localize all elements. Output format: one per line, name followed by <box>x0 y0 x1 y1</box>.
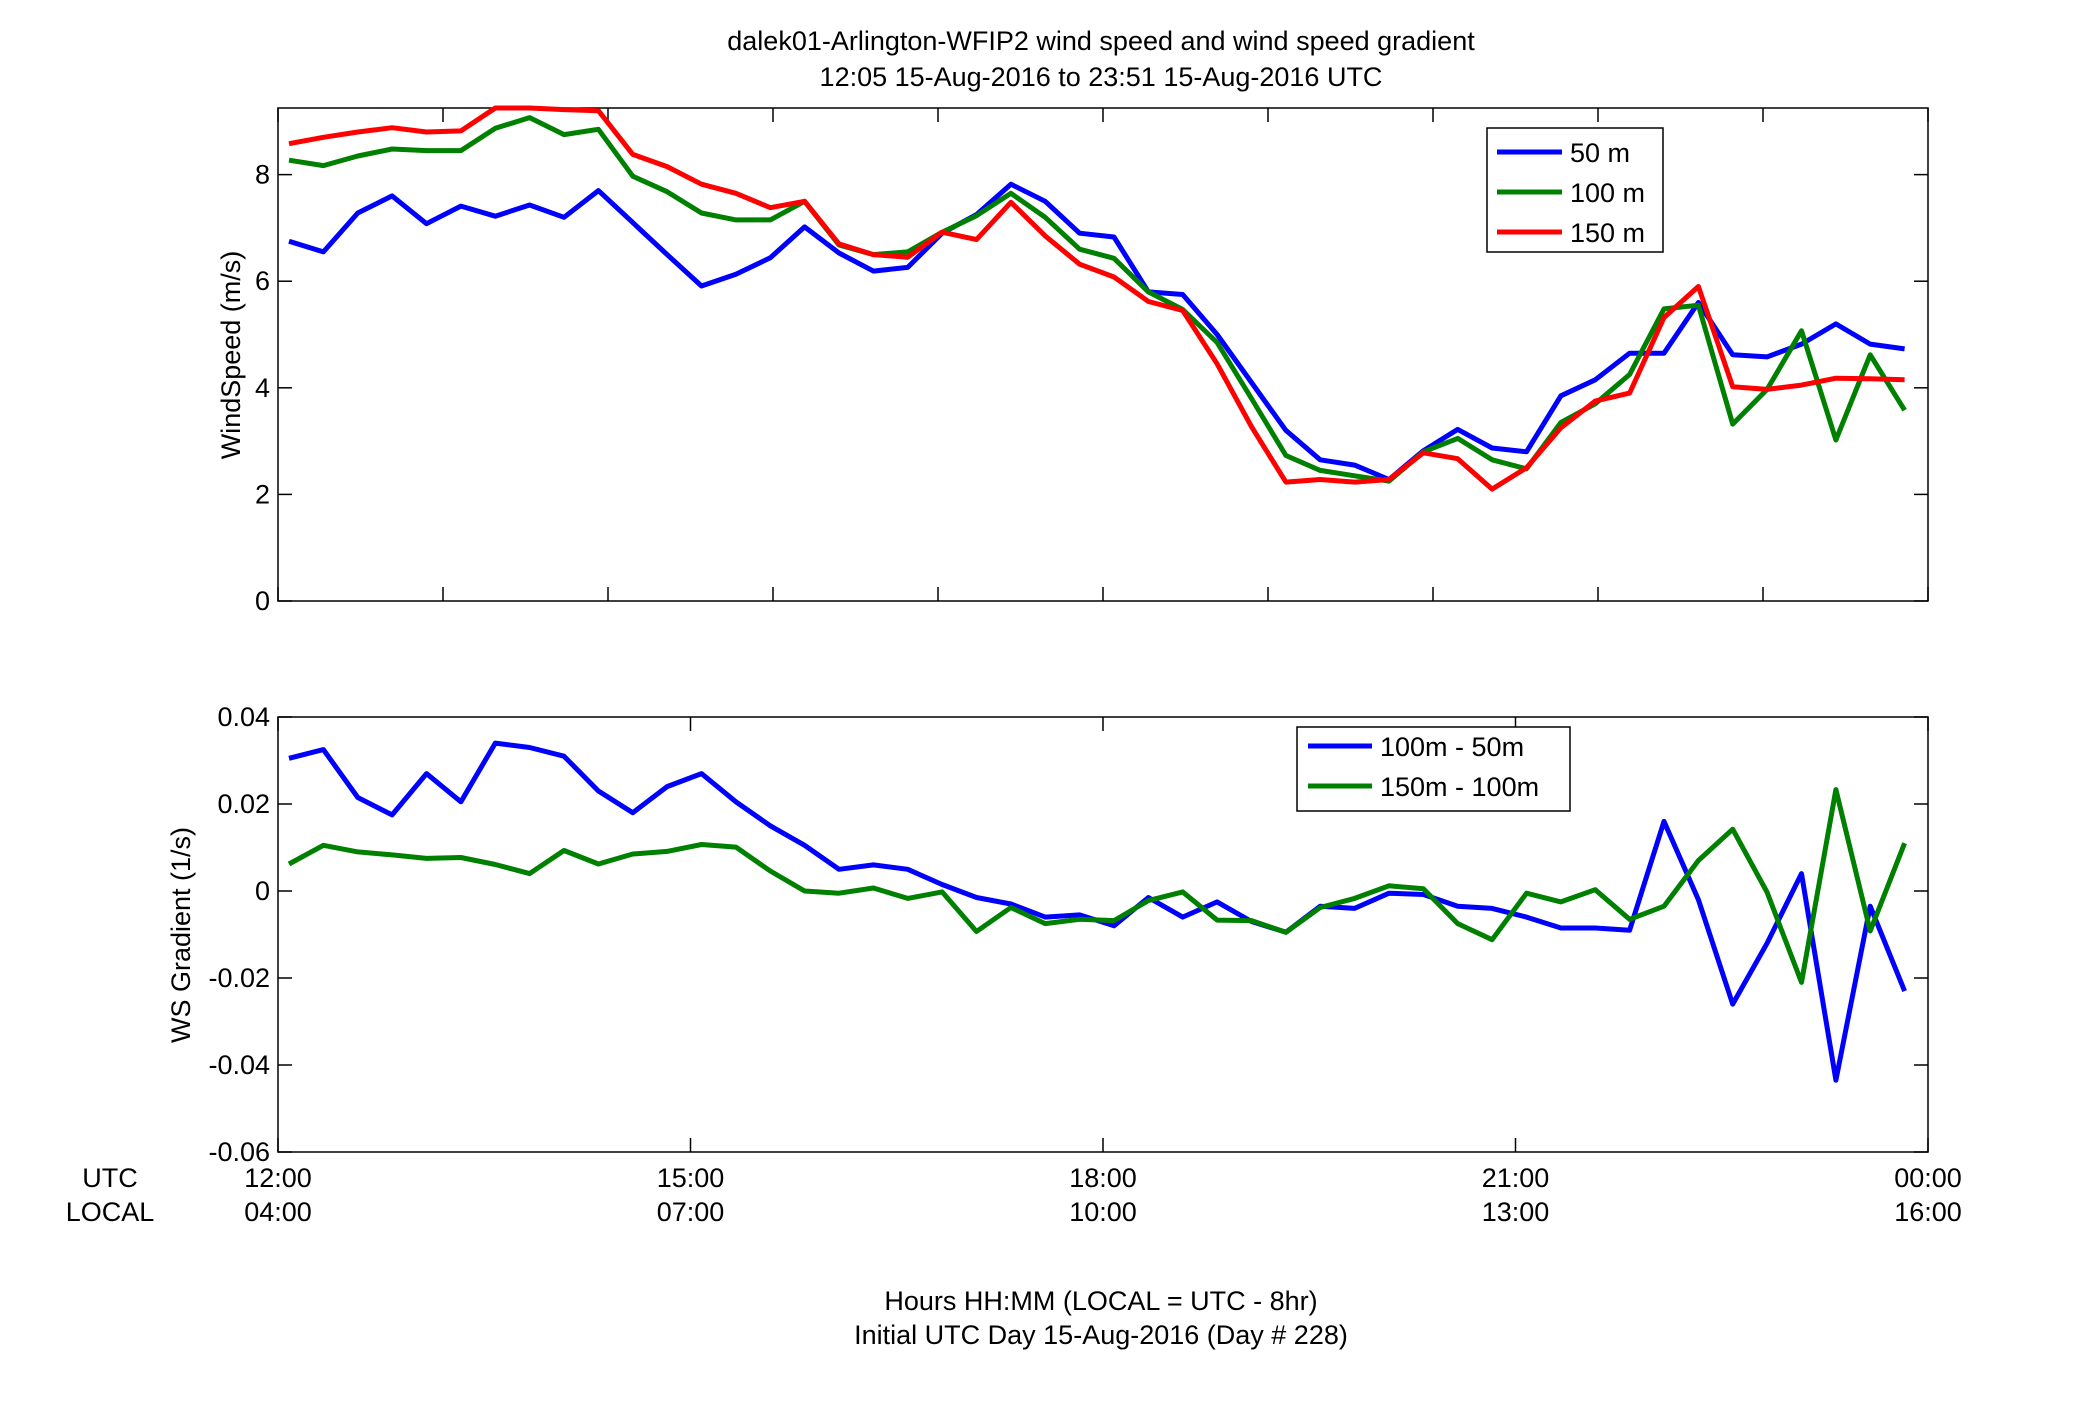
wind-speed-ytick-label: 0 <box>255 586 270 616</box>
legend-label-150m: 150 m <box>1570 218 1645 248</box>
legend-label-100m: 100 m <box>1570 178 1645 208</box>
chart-title-line2: 12:05 15-Aug-2016 to 23:51 15-Aug-2016 U… <box>820 62 1383 92</box>
x-axis-label-line2: Initial UTC Day 15-Aug-2016 (Day # 228) <box>854 1320 1348 1350</box>
wind-speed-ytick-label: 8 <box>255 160 270 190</box>
x-tick-label-local: 10:00 <box>1069 1197 1137 1227</box>
ws-gradient-ytick-label: 0 <box>255 876 270 906</box>
x-tick-label-local: 04:00 <box>244 1197 312 1227</box>
x-tick-label-utc: 12:00 <box>244 1163 312 1193</box>
wind-speed-legend: 50 m 100 m 150 m <box>1486 127 1664 253</box>
legend-label-50m: 50 m <box>1570 138 1630 168</box>
x-tick-label-utc: 18:00 <box>1069 1163 1137 1193</box>
wind-speed-series-line-3 <box>288 105 1905 492</box>
x-tick-labels: 12:00 04:00 15:00 07:00 18:00 10:00 21:00 13:00… <box>244 1163 1962 1227</box>
x-tick-label-local: 13:00 <box>1482 1197 1550 1227</box>
x-tick-label-utc: 00:00 <box>1894 1163 1962 1193</box>
ws-gradient-ytick-label: 0.02 <box>217 789 270 819</box>
chart-title-line1: dalek01-Arlington-WFIP2 wind speed and w… <box>727 26 1475 56</box>
x-row-label-utc: UTC <box>82 1163 138 1193</box>
legend-label-150m-100m: 150m - 100m <box>1380 772 1539 802</box>
wind-speed-series-line-1 <box>288 181 1905 482</box>
ws-gradient-ytick-label: 0.04 <box>217 702 270 732</box>
ws-gradient-ytick-label: -0.04 <box>208 1050 270 1080</box>
ws-gradient-ylabel: WS Gradient (1/s) <box>166 827 196 1043</box>
ws-gradient-series-line-2 <box>287 787 1907 985</box>
ws-gradient-ytick-label: -0.06 <box>208 1137 270 1167</box>
x-axis-label-line1: Hours HH:MM (LOCAL = UTC - 8hr) <box>884 1286 1317 1316</box>
wind-speed-ytick-label: 2 <box>255 479 270 509</box>
wind-speed-series-line-2 <box>288 115 1907 484</box>
x-tick-label-utc: 21:00 <box>1482 1163 1550 1193</box>
x-tick-label-local: 16:00 <box>1894 1197 1962 1227</box>
wind-speed-ytick-label: 6 <box>255 266 270 296</box>
ws-gradient-ytick-label: -0.02 <box>208 963 270 993</box>
ws-gradient-panel: -0.06 -0.04 -0.02 0 0.02 0.04 WS Gradient (1/… <box>166 702 1929 1167</box>
wind-speed-series <box>288 105 1907 492</box>
ws-gradient-series <box>287 740 1907 1083</box>
ws-gradient-legend-box <box>1296 726 1571 812</box>
x-row-label-local: LOCAL <box>66 1197 155 1227</box>
legend-label-100m-50m: 100m - 50m <box>1380 732 1524 762</box>
ws-gradient-ticks: -0.06 -0.04 -0.02 0 0.02 0.04 <box>208 702 1929 1167</box>
wind-speed-ticks: 0 2 4 6 8 <box>255 108 1929 616</box>
x-tick-label-utc: 15:00 <box>657 1163 725 1193</box>
wind-speed-ytick-label: 4 <box>255 373 270 403</box>
ws-gradient-legend: 100m - 50m 150m - 100m <box>1296 726 1571 812</box>
wind-speed-panel: 0 2 4 6 8 WindSpeed (m/s) 50 m 100 m 150 m <box>216 105 1929 616</box>
x-tick-label-local: 07:00 <box>657 1197 725 1227</box>
wind-speed-ylabel: WindSpeed (m/s) <box>216 251 246 460</box>
